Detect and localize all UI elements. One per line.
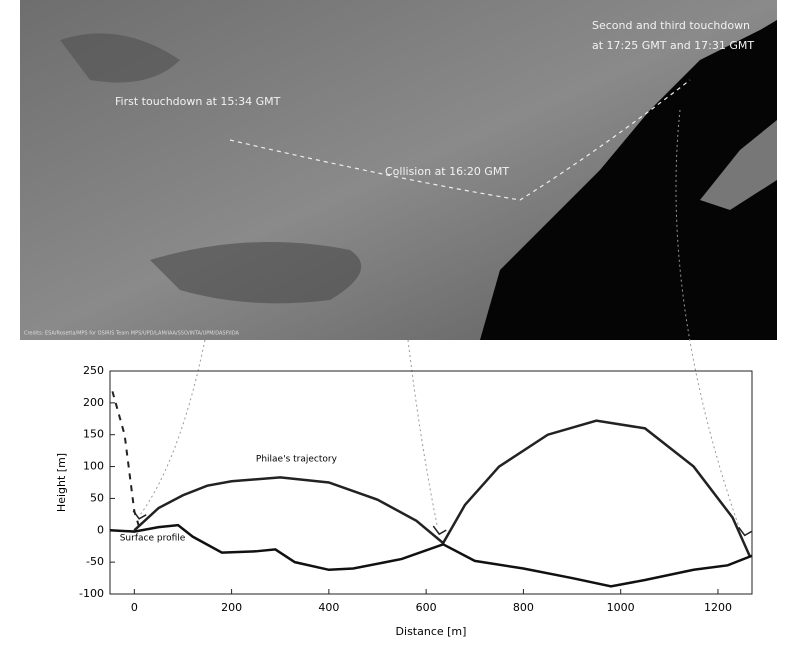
y-tick-label: -50 <box>86 555 104 568</box>
y-axis-label: Height [m] <box>55 453 68 512</box>
y-tick-label: 100 <box>83 460 104 473</box>
y-tick-label: 200 <box>83 396 104 409</box>
x-tick-label: 200 <box>221 601 242 614</box>
x-tick-label: 1000 <box>607 601 635 614</box>
x-tick-label: 400 <box>318 601 339 614</box>
x-tick-label: 1200 <box>704 601 732 614</box>
x-tick-label: 0 <box>131 601 138 614</box>
credit: Credits: ESA/Rosetta/MPS for OSIRIS Team… <box>24 331 240 337</box>
data-line <box>134 421 749 556</box>
y-tick-label: 150 <box>83 428 104 441</box>
x-tick-label: 600 <box>416 601 437 614</box>
y-tick-label: 50 <box>90 491 104 504</box>
plot-frame <box>110 371 752 594</box>
data-line <box>112 391 139 527</box>
y-tick-label: -100 <box>79 587 104 600</box>
page: First touchdown at 15:34 GMT Collision at… <box>0 0 793 646</box>
touchdown-marker <box>433 526 446 534</box>
y-tick-label: 250 <box>83 364 104 377</box>
annotation: Second and third touchdown <box>592 19 750 32</box>
series-label: Surface profile <box>120 533 186 543</box>
annotation: at 17:25 GMT and 17:31 GMT <box>592 39 754 52</box>
series-label: Philae's trajectory <box>256 454 338 464</box>
y-tick-label: 0 <box>97 523 104 536</box>
annotation: Collision at 16:20 GMT <box>385 165 509 178</box>
annotation: First touchdown at 15:34 GMT <box>115 95 281 108</box>
x-axis-label: Distance [m] <box>396 625 467 638</box>
x-tick-label: 800 <box>513 601 534 614</box>
